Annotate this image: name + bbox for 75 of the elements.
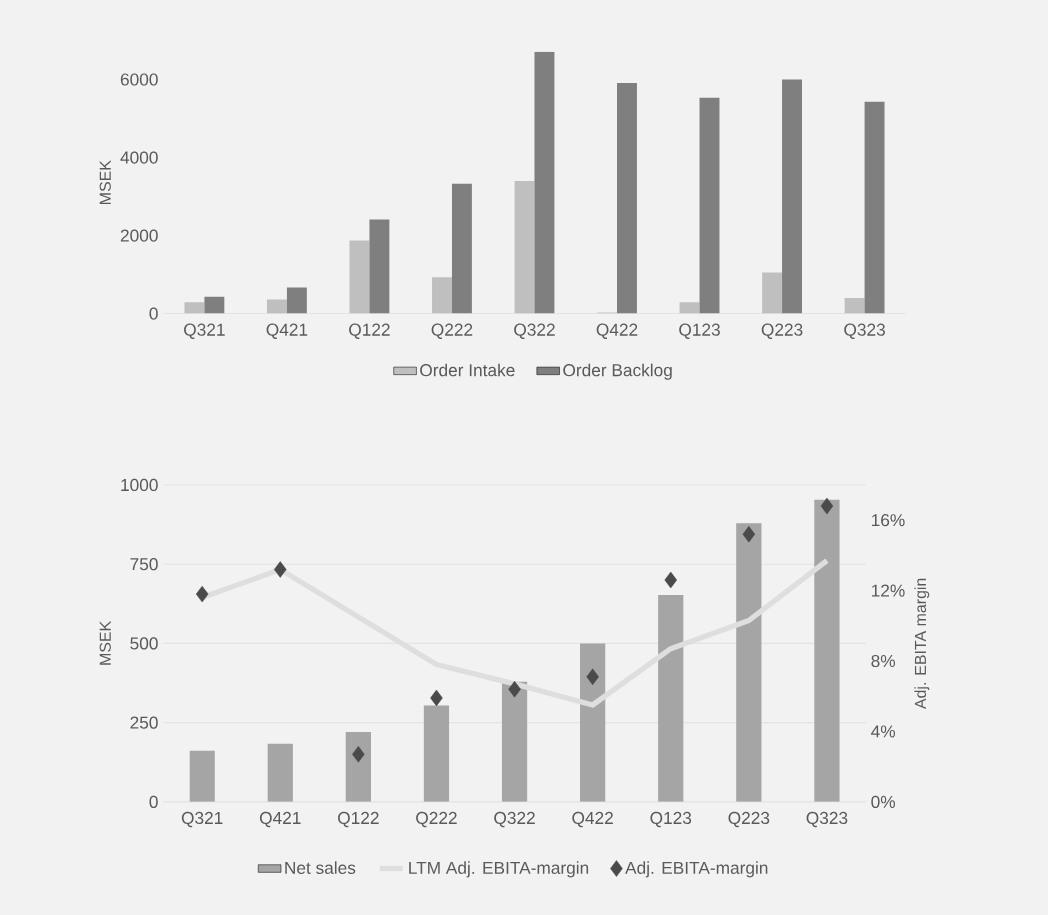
bar (369, 219, 390, 314)
bar (423, 705, 450, 802)
bar (349, 240, 370, 314)
y-tick-label: 0 (149, 795, 158, 808)
bar (451, 183, 472, 314)
x-tick-label: Q323 (844, 323, 885, 339)
x-tick-label: Q122 (349, 323, 390, 339)
bar (267, 743, 293, 802)
point (664, 571, 677, 589)
y-tick-label: 250 (130, 716, 158, 729)
legend-label: Adj. EBITA-margin (625, 861, 768, 878)
point (430, 689, 443, 706)
y-tick-label: 6000 (120, 73, 158, 86)
y-tick-label: 4000 (120, 151, 158, 164)
bar (762, 272, 783, 314)
y-axis-title: MSEK (99, 160, 111, 204)
bar (699, 97, 720, 314)
x-tick-label: Q123 (679, 323, 720, 339)
x-tick-label: Q422 (572, 811, 613, 827)
x-tick-label: Q223 (728, 811, 770, 827)
x-tick-label: Q223 (761, 323, 803, 339)
x-tick-label: Q422 (596, 323, 638, 339)
x-tick-label: Q322 (514, 323, 555, 339)
x-tick-label: Q322 (494, 811, 535, 827)
x-tick-label: Q321 (184, 323, 225, 339)
bar (658, 594, 684, 802)
point (508, 680, 521, 698)
x-tick-label: Q421 (259, 811, 301, 827)
y-tick-label: 750 (130, 557, 158, 571)
bar (514, 180, 535, 314)
bar (501, 681, 528, 802)
point (352, 745, 365, 763)
x-tick-label: Q321 (181, 811, 223, 827)
point (820, 497, 834, 515)
y-axis-title: MSEK (99, 620, 111, 665)
y2-tick-label: 8% (871, 654, 896, 667)
x-tick-label: Q222 (416, 811, 457, 827)
y2-tick-label: 16% (871, 513, 905, 527)
x-tick-label: Q421 (266, 323, 308, 339)
bar (204, 296, 225, 314)
bar (345, 731, 371, 802)
bar (266, 299, 287, 314)
point (586, 668, 599, 685)
y-tick-label: 0 (149, 307, 158, 320)
bar (189, 750, 215, 802)
y2-tick-label: 0% (871, 795, 896, 808)
bar (580, 643, 606, 802)
legend-label: Net sales (285, 861, 356, 874)
y2-axis-title: Adj. EBITA margin (914, 578, 930, 709)
y2-tick-label: 4% (871, 725, 896, 738)
y2-tick-label: 12% (871, 584, 905, 597)
y-tick-label: 500 (130, 637, 158, 650)
point (274, 561, 287, 578)
legend-label: Order Intake (420, 363, 515, 377)
bar (286, 287, 307, 314)
bar (432, 277, 452, 314)
bar (679, 302, 700, 314)
y-tick-label: 1000 (121, 478, 158, 491)
point (195, 585, 209, 603)
bar (534, 51, 555, 314)
point (742, 525, 756, 543)
bar (617, 82, 637, 314)
bar (736, 523, 762, 802)
x-tick-label: Q222 (431, 323, 473, 339)
bar (844, 297, 865, 314)
x-tick-label: Q122 (338, 811, 379, 827)
legend-label: LTM Adj. EBITA-margin (409, 861, 589, 878)
bar (184, 302, 205, 314)
y-tick-label: 2000 (120, 229, 158, 242)
bar (814, 499, 840, 802)
x-tick-label: Q323 (806, 811, 848, 827)
x-tick-label: Q123 (650, 811, 692, 827)
legend-label: Order Backlog (563, 363, 672, 380)
bar (782, 79, 802, 314)
bar (864, 101, 885, 314)
